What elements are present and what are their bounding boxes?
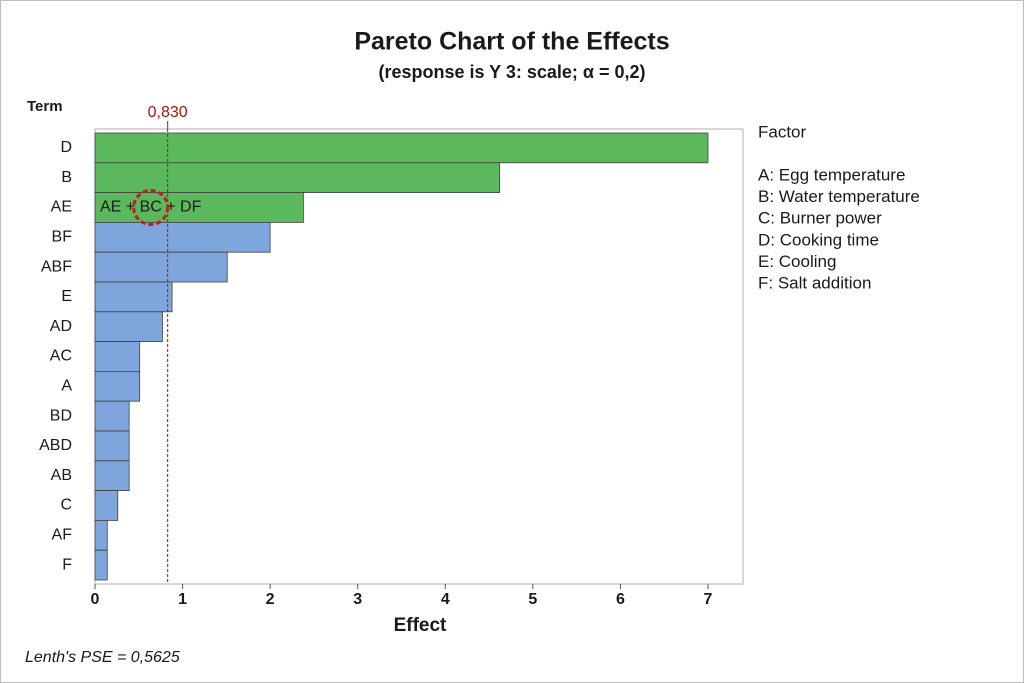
x-tick-label: 7 xyxy=(704,591,713,608)
legend-item: B: Water temperature xyxy=(758,187,920,206)
bar xyxy=(94,490,119,521)
x-tick-label: 1 xyxy=(178,591,187,608)
legend-item: D: Cooking time xyxy=(758,230,879,249)
y-tick-label: D xyxy=(60,139,72,156)
y-tick-label: B xyxy=(61,169,72,186)
bar xyxy=(94,520,108,551)
annotation: AE + BC + DF xyxy=(100,199,202,216)
bar xyxy=(94,430,130,462)
x-tick-label: 3 xyxy=(353,591,362,608)
bar xyxy=(94,192,304,223)
y-tick-label: BF xyxy=(52,229,73,246)
chart-subtitle: (response is Y 3: scale; α = 0,2) xyxy=(378,62,645,82)
legend-item: E: Cooling xyxy=(758,252,836,271)
y-tick-label: AB xyxy=(51,467,72,484)
x-tick-label: 0 xyxy=(91,591,100,608)
x-tick-label: 6 xyxy=(616,591,625,608)
y-tick-label: BD xyxy=(50,407,72,424)
bar xyxy=(94,311,163,342)
reference-label: 0,830 xyxy=(148,104,188,121)
y-tick-label: F xyxy=(62,556,72,573)
x-tick-label: 5 xyxy=(528,591,537,608)
y-tick-label: AE xyxy=(51,199,72,216)
y-tick-label: AF xyxy=(52,527,73,544)
y-tick-label: AC xyxy=(50,348,72,365)
bar xyxy=(94,460,130,491)
bar xyxy=(94,281,173,313)
highlight-circle xyxy=(132,189,170,226)
legend-title: Factor xyxy=(758,122,807,141)
y-tick-label: E xyxy=(61,288,72,305)
y-axis-label: Term xyxy=(27,98,63,115)
bar xyxy=(94,162,500,194)
y-tick-label: ABD xyxy=(39,437,72,454)
y-tick-label: C xyxy=(60,497,72,514)
bar xyxy=(94,251,228,283)
footnote: Lenth's PSE = 0,5625 xyxy=(25,649,180,666)
y-tick-label: A xyxy=(61,378,72,395)
bar xyxy=(94,341,141,372)
x-tick-label: 2 xyxy=(266,591,275,608)
x-axis-label: Effect xyxy=(394,615,447,636)
y-tick-label: ABF xyxy=(41,258,72,275)
legend-item: F: Salt addition xyxy=(758,273,871,292)
bar xyxy=(94,221,271,253)
bar xyxy=(94,549,108,581)
x-tick-label: 4 xyxy=(441,591,450,608)
legend-item: A: Egg temperature xyxy=(758,165,905,184)
y-tick-label: AD xyxy=(50,318,72,335)
bar xyxy=(94,370,141,402)
legend-item: C: Burner power xyxy=(758,209,882,228)
chart-title: Pareto Chart of the Effects xyxy=(354,28,669,56)
bar xyxy=(94,132,709,164)
bar xyxy=(94,400,130,432)
